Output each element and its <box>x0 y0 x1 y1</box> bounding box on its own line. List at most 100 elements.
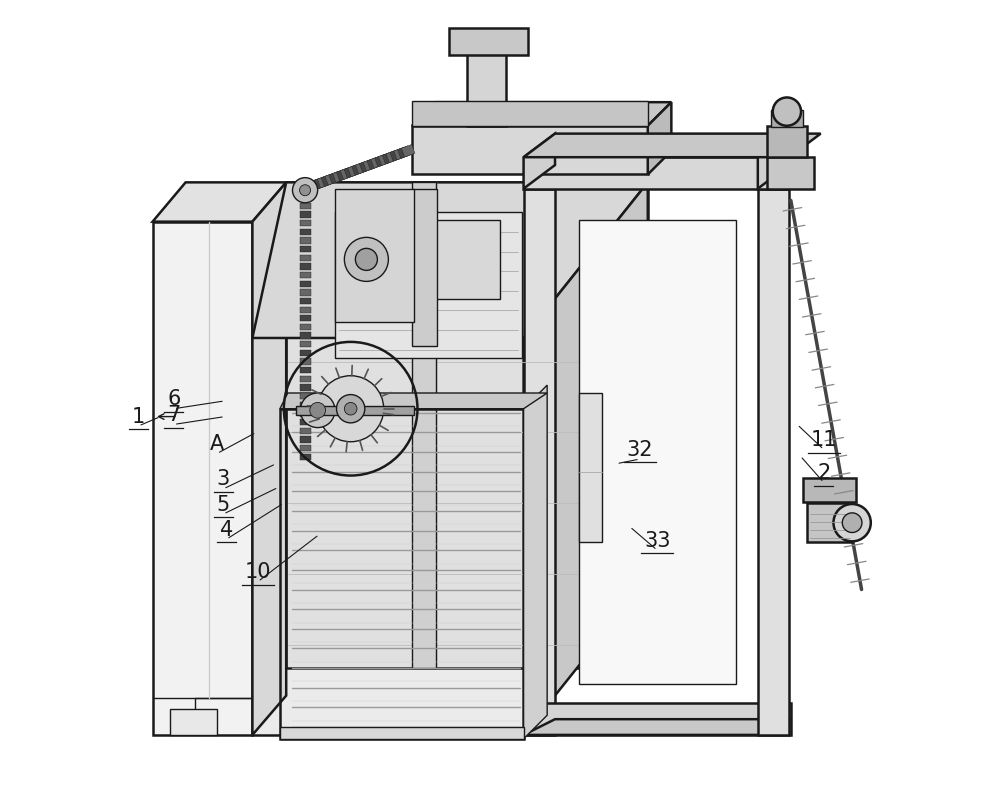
Polygon shape <box>300 358 311 365</box>
Polygon shape <box>300 384 311 391</box>
Polygon shape <box>300 289 311 296</box>
Polygon shape <box>300 229 311 235</box>
Circle shape <box>300 185 311 196</box>
Text: 32: 32 <box>627 439 653 460</box>
Polygon shape <box>153 222 252 735</box>
Polygon shape <box>524 703 791 735</box>
Polygon shape <box>300 307 311 313</box>
Polygon shape <box>300 324 311 330</box>
Polygon shape <box>317 175 331 188</box>
Polygon shape <box>352 163 365 175</box>
Polygon shape <box>336 168 350 181</box>
Polygon shape <box>153 182 286 222</box>
Polygon shape <box>367 157 381 170</box>
Polygon shape <box>524 157 789 189</box>
Polygon shape <box>286 182 648 668</box>
Polygon shape <box>371 156 384 168</box>
Polygon shape <box>306 179 319 192</box>
Polygon shape <box>300 419 311 425</box>
Polygon shape <box>363 159 377 171</box>
Polygon shape <box>321 174 335 186</box>
Polygon shape <box>325 172 339 185</box>
Polygon shape <box>401 145 415 157</box>
Polygon shape <box>314 177 327 189</box>
Polygon shape <box>524 182 648 735</box>
Circle shape <box>842 512 862 533</box>
Polygon shape <box>300 350 311 356</box>
Polygon shape <box>300 445 311 451</box>
Polygon shape <box>579 220 736 684</box>
Polygon shape <box>252 182 648 338</box>
Polygon shape <box>300 211 311 218</box>
Circle shape <box>300 393 335 428</box>
Polygon shape <box>300 220 311 226</box>
Polygon shape <box>467 47 506 126</box>
Polygon shape <box>300 428 311 434</box>
Polygon shape <box>412 182 436 668</box>
Polygon shape <box>300 376 311 382</box>
Polygon shape <box>170 709 217 735</box>
Text: 4: 4 <box>220 520 233 540</box>
Polygon shape <box>524 385 547 739</box>
Polygon shape <box>412 101 648 126</box>
Polygon shape <box>300 246 311 252</box>
Polygon shape <box>333 170 346 182</box>
Polygon shape <box>579 393 602 542</box>
Polygon shape <box>803 478 856 502</box>
Circle shape <box>773 97 801 126</box>
Text: 3: 3 <box>217 469 230 490</box>
Polygon shape <box>300 410 311 417</box>
Polygon shape <box>300 436 311 443</box>
Polygon shape <box>449 28 528 55</box>
Polygon shape <box>648 102 671 174</box>
Circle shape <box>337 395 365 423</box>
Polygon shape <box>524 134 821 157</box>
Polygon shape <box>398 146 411 159</box>
Polygon shape <box>375 154 388 167</box>
Text: 11: 11 <box>811 430 837 450</box>
Polygon shape <box>300 393 311 399</box>
Polygon shape <box>524 719 791 735</box>
Polygon shape <box>359 160 373 172</box>
Polygon shape <box>524 134 555 189</box>
Polygon shape <box>412 126 648 174</box>
Polygon shape <box>340 167 354 179</box>
Polygon shape <box>300 315 311 321</box>
Polygon shape <box>300 203 311 209</box>
Polygon shape <box>300 263 311 270</box>
Text: 33: 33 <box>644 531 670 551</box>
Circle shape <box>833 504 871 542</box>
Polygon shape <box>524 189 555 735</box>
Polygon shape <box>382 152 396 164</box>
Polygon shape <box>771 110 803 127</box>
Circle shape <box>344 237 388 281</box>
Polygon shape <box>767 126 807 157</box>
Text: 10: 10 <box>245 562 271 582</box>
Polygon shape <box>252 338 524 735</box>
Polygon shape <box>356 161 369 174</box>
Circle shape <box>344 402 357 415</box>
Text: 7: 7 <box>167 405 180 425</box>
Polygon shape <box>300 255 311 261</box>
Polygon shape <box>300 332 311 339</box>
Text: 6: 6 <box>167 389 180 410</box>
Polygon shape <box>300 272 311 278</box>
Circle shape <box>292 178 318 203</box>
Circle shape <box>318 376 384 442</box>
Polygon shape <box>758 134 789 189</box>
Polygon shape <box>807 503 852 542</box>
Polygon shape <box>280 727 524 739</box>
Text: A: A <box>210 434 224 454</box>
Polygon shape <box>329 171 342 184</box>
Polygon shape <box>335 189 414 322</box>
Polygon shape <box>300 185 311 192</box>
Polygon shape <box>344 166 358 178</box>
Polygon shape <box>767 157 814 189</box>
Polygon shape <box>300 402 311 408</box>
Text: 2: 2 <box>817 463 830 483</box>
Polygon shape <box>300 194 311 200</box>
Polygon shape <box>348 164 361 177</box>
Polygon shape <box>296 406 414 415</box>
Polygon shape <box>412 102 671 126</box>
Polygon shape <box>300 341 311 347</box>
